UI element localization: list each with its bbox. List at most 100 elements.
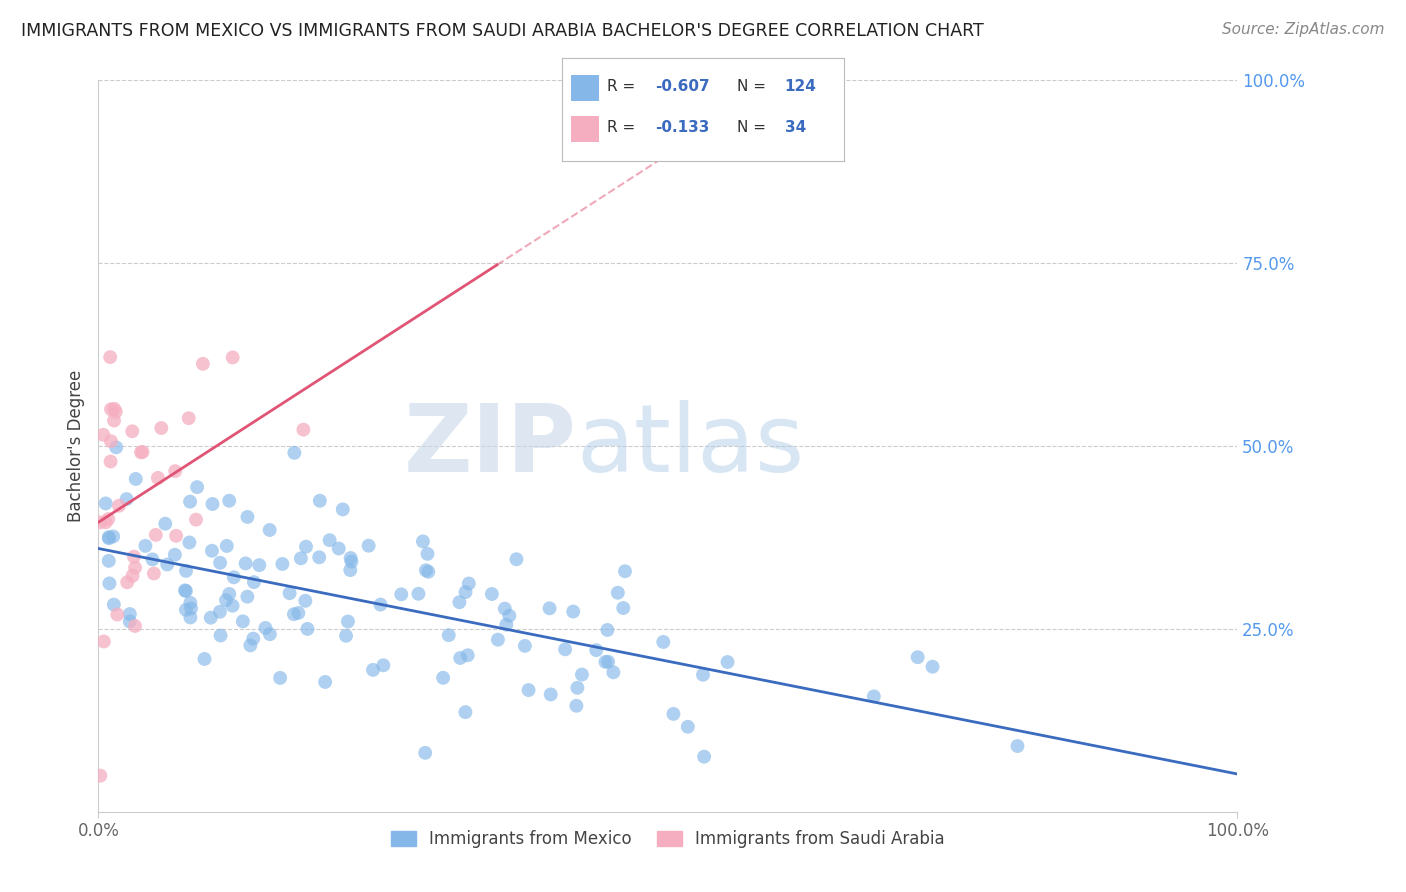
- Point: [602, 665, 624, 680]
- Point: [105, 607, 128, 622]
- Point: [215, 593, 238, 607]
- Point: [122, 549, 145, 564]
- Point: [328, 541, 350, 556]
- Point: [596, 623, 619, 637]
- Point: [538, 601, 561, 615]
- Point: [457, 576, 479, 591]
- Point: [863, 690, 886, 704]
- Point: [259, 627, 281, 641]
- Point: [693, 749, 716, 764]
- Text: 34: 34: [785, 120, 806, 136]
- Point: [174, 583, 197, 598]
- Text: 124: 124: [785, 79, 817, 95]
- Point: [295, 540, 318, 554]
- Point: [517, 683, 540, 698]
- Point: [412, 534, 434, 549]
- Point: [340, 555, 363, 569]
- Point: [179, 596, 201, 610]
- Point: [565, 698, 588, 713]
- Y-axis label: Bachelor's Degree: Bachelor's Degree: [66, 370, 84, 522]
- Point: [332, 502, 354, 516]
- Point: [907, 650, 929, 665]
- Text: N =: N =: [737, 79, 770, 95]
- Point: [97, 531, 120, 545]
- Point: [104, 405, 127, 419]
- Point: [155, 516, 177, 531]
- Point: [103, 598, 125, 612]
- Point: [129, 445, 152, 459]
- Text: IMMIGRANTS FROM MEXICO VS IMMIGRANTS FROM SAUDI ARABIA BACHELOR'S DEGREE CORRELA: IMMIGRANTS FROM MEXICO VS IMMIGRANTS FRO…: [21, 22, 984, 40]
- Point: [370, 598, 392, 612]
- Point: [283, 607, 305, 622]
- Point: [486, 632, 509, 647]
- Point: [124, 560, 146, 574]
- Point: [221, 351, 243, 365]
- Point: [498, 608, 520, 623]
- Point: [236, 590, 259, 604]
- Point: [540, 688, 562, 702]
- Point: [259, 523, 281, 537]
- Point: [457, 648, 479, 663]
- Point: [163, 548, 186, 562]
- Point: [278, 586, 301, 600]
- Point: [209, 556, 232, 570]
- Point: [612, 601, 634, 615]
- Point: [339, 563, 361, 577]
- Point: [676, 720, 699, 734]
- Point: [97, 530, 120, 544]
- Point: [174, 583, 197, 598]
- Point: [141, 552, 163, 566]
- Point: [191, 357, 214, 371]
- Point: [145, 528, 167, 542]
- Point: [339, 551, 361, 566]
- Legend: Immigrants from Mexico, Immigrants from Saudi Arabia: Immigrants from Mexico, Immigrants from …: [384, 823, 952, 855]
- Point: [290, 551, 312, 566]
- Point: [121, 424, 143, 438]
- Point: [585, 643, 607, 657]
- Point: [554, 642, 576, 657]
- Text: R =: R =: [607, 120, 641, 136]
- Point: [418, 565, 440, 579]
- Point: [357, 539, 380, 553]
- Point: [335, 629, 357, 643]
- Point: [209, 628, 232, 642]
- Point: [193, 652, 215, 666]
- Point: [218, 587, 240, 601]
- Point: [308, 550, 330, 565]
- Point: [243, 575, 266, 590]
- Point: [150, 421, 173, 435]
- Point: [97, 512, 120, 526]
- Text: -0.607: -0.607: [655, 79, 710, 95]
- Point: [201, 497, 224, 511]
- Point: [389, 587, 412, 601]
- Point: [297, 622, 319, 636]
- Point: [89, 516, 111, 530]
- Point: [101, 529, 124, 543]
- Point: [614, 564, 637, 578]
- Text: -0.133: -0.133: [655, 120, 710, 136]
- Point: [408, 587, 430, 601]
- Point: [98, 350, 121, 364]
- Point: [131, 445, 153, 459]
- Point: [692, 667, 714, 681]
- Point: [269, 671, 291, 685]
- Point: [179, 535, 201, 549]
- Point: [93, 634, 115, 648]
- Point: [454, 585, 477, 599]
- Point: [100, 454, 122, 468]
- Point: [236, 510, 259, 524]
- Point: [165, 464, 187, 478]
- Point: [115, 492, 138, 507]
- Point: [247, 558, 270, 573]
- Point: [562, 605, 585, 619]
- Point: [294, 594, 316, 608]
- Bar: [571, 76, 599, 101]
- Point: [336, 615, 359, 629]
- Point: [97, 554, 120, 568]
- Point: [314, 675, 336, 690]
- Point: [100, 434, 122, 449]
- Point: [239, 639, 262, 653]
- Point: [105, 441, 128, 455]
- Text: Source: ZipAtlas.com: Source: ZipAtlas.com: [1222, 22, 1385, 37]
- Point: [505, 552, 527, 566]
